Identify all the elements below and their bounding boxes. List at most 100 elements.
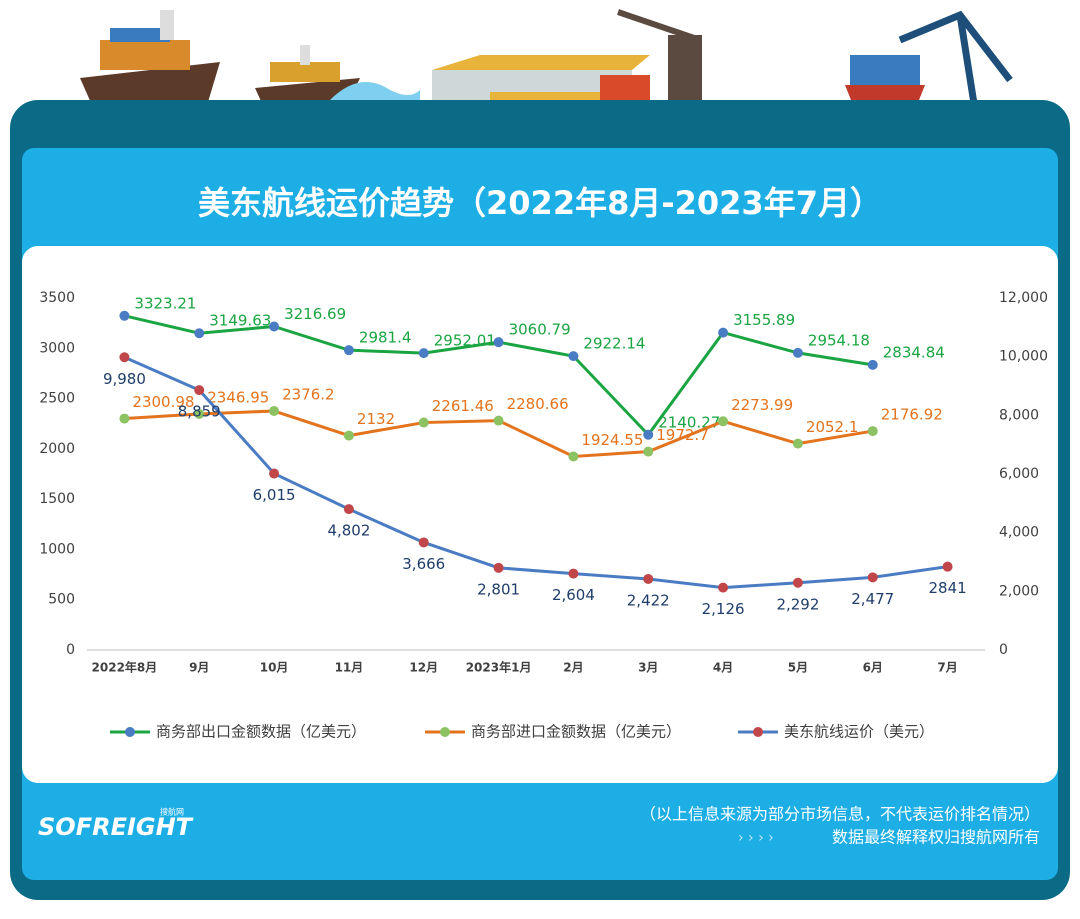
point [194, 385, 205, 396]
y2-tick-label: 10,000 [999, 349, 1048, 365]
legend-label: 商务部出口金额数据（亿美元） [156, 723, 366, 741]
point [568, 351, 579, 362]
point [343, 430, 354, 441]
point [568, 451, 579, 462]
point [269, 468, 280, 479]
x-tick-label: 4月 [713, 661, 733, 675]
y-tick-label: 1500 [39, 491, 75, 507]
logo-sub: 搜航网 [160, 807, 184, 817]
y2-tick-label: 8,000 [999, 407, 1039, 423]
x-tick-label: 7月 [937, 661, 957, 675]
point [568, 568, 579, 579]
data-label: 2922.14 [583, 335, 645, 353]
data-label: 2346.95 [207, 388, 269, 406]
point [643, 446, 654, 457]
x-tick-label: 2023年1月 [466, 660, 532, 675]
y2-tick-label: 0 [999, 642, 1008, 658]
point [418, 537, 429, 548]
data-label: 2132 [357, 410, 395, 428]
y-tick-label: 3000 [39, 340, 75, 356]
data-label: 2261.46 [432, 397, 494, 415]
point [418, 348, 429, 359]
point [792, 438, 803, 449]
data-label: 2,801 [477, 580, 520, 598]
y-tick-label: 3500 [39, 290, 75, 306]
data-label: 2176.92 [881, 406, 943, 424]
point [119, 310, 130, 321]
point [269, 321, 280, 332]
data-label: 2,604 [552, 586, 595, 604]
series-line [123, 355, 948, 590]
point [867, 359, 878, 370]
data-label: 2834.84 [883, 343, 945, 361]
chart-title: 美东航线运价趋势（2022年8月-2023年7月） [198, 184, 882, 222]
data-label: 8,859 [178, 403, 221, 421]
data-label: 3149.63 [209, 312, 271, 330]
x-tick-label: 2月 [563, 661, 583, 675]
legend-marker [125, 727, 135, 737]
data-label: 9,980 [103, 370, 146, 388]
y-tick-label: 1000 [39, 541, 75, 557]
point [493, 562, 504, 573]
point [269, 406, 280, 417]
data-label: 3,666 [402, 555, 445, 573]
header-illustration [80, 9, 1013, 112]
y-tick-label: 2500 [39, 391, 75, 407]
footer-note: （以上信息来源为部分市场信息，不代表运价排名情况） [640, 805, 1040, 824]
point [493, 415, 504, 426]
data-label: 1972.7 [656, 426, 709, 444]
x-tick-label: 12月 [409, 661, 438, 675]
point [643, 429, 654, 440]
data-label: 2,477 [851, 590, 894, 608]
y2-tick-label: 4,000 [999, 525, 1039, 541]
point [418, 417, 429, 428]
logo: SOFREIGHT [38, 813, 194, 841]
data-label: 2052.1 [806, 418, 859, 436]
data-label: 4,802 [327, 522, 370, 540]
point [718, 582, 729, 593]
data-label: 2376.2 [282, 386, 335, 404]
y-tick-label: 0 [66, 642, 75, 658]
data-label: 2,126 [702, 600, 745, 618]
point [942, 561, 953, 572]
y2-tick-label: 2,000 [999, 583, 1039, 599]
data-label: 2841 [928, 579, 966, 597]
point [718, 327, 729, 338]
data-label: 2140.27 [658, 413, 720, 431]
y-tick-label: 2000 [39, 441, 75, 457]
y2-tick-label: 12,000 [999, 290, 1048, 306]
data-label: 2952.01 [434, 332, 496, 350]
legend-label: 美东航线运价（美元） [784, 723, 934, 741]
data-label: 3323.21 [134, 294, 196, 312]
data-label: 3155.89 [733, 311, 795, 329]
point [194, 328, 205, 339]
x-tick-label: 2022年8月 [92, 660, 158, 675]
y2-tick-label: 6,000 [999, 466, 1039, 482]
data-label: 2954.18 [808, 331, 870, 349]
point [867, 426, 878, 437]
legend-marker [440, 727, 450, 737]
x-tick-label: 11月 [335, 661, 364, 675]
data-label: 2981.4 [359, 329, 412, 347]
point [343, 345, 354, 356]
data-label: 2300.98 [132, 393, 194, 411]
x-tick-label: 5月 [788, 661, 808, 675]
data-label: 3216.69 [284, 305, 346, 323]
point [643, 573, 654, 584]
x-tick-label: 9月 [189, 661, 209, 675]
data-label: 2273.99 [731, 396, 793, 414]
legend-label: 商务部进口金额数据（亿美元） [471, 723, 681, 741]
point [792, 347, 803, 358]
x-tick-label: 6月 [863, 661, 883, 675]
y-tick-label: 500 [48, 592, 75, 608]
data-label: 2,422 [627, 591, 670, 609]
x-tick-label: 10月 [260, 661, 289, 675]
point [718, 416, 729, 427]
point [792, 577, 803, 588]
point [493, 337, 504, 348]
data-label: 6,015 [253, 486, 296, 504]
point [867, 572, 878, 583]
point [119, 352, 130, 363]
point [343, 504, 354, 515]
